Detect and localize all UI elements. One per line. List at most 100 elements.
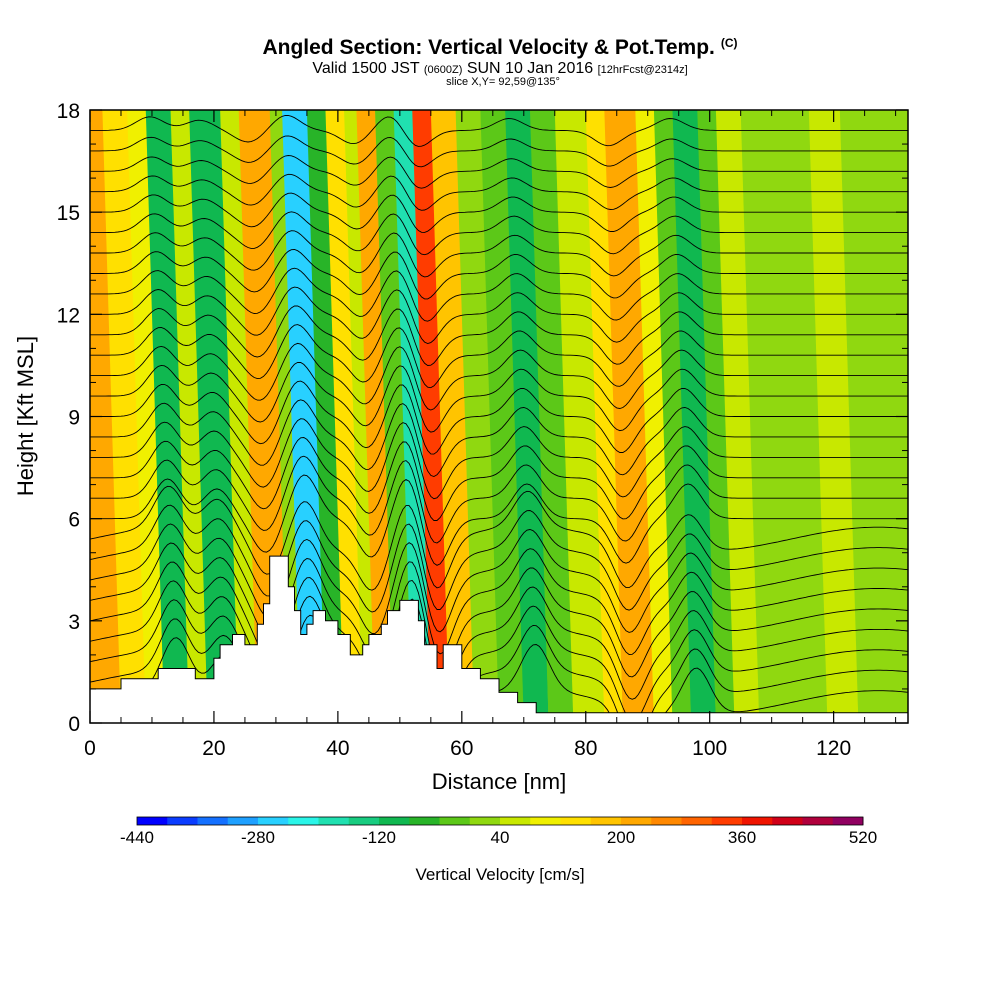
- velocity-band: [529, 110, 574, 723]
- x-tick-label: 80: [574, 737, 597, 760]
- velocity-band: [127, 110, 165, 723]
- x-tick-label: 20: [202, 737, 225, 760]
- colorbar-swatch: [500, 817, 531, 825]
- colorbar-swatch: [802, 817, 834, 825]
- colorbar-swatch: [137, 817, 168, 825]
- contour-line: [90, 580, 908, 700]
- colorbar-swatch: [590, 817, 622, 825]
- y-tick-label: 15: [57, 202, 80, 225]
- contour-line: [90, 418, 908, 500]
- x-tick-label: 120: [816, 737, 851, 760]
- contour-line: [90, 599, 908, 722]
- contour-line: [90, 211, 908, 256]
- colorbar-swatch: [318, 817, 350, 825]
- x-axis-label: Distance [nm]: [432, 769, 567, 794]
- contour-line: [90, 361, 908, 433]
- x-tick-label: 60: [450, 737, 473, 760]
- velocity-band: [344, 110, 376, 723]
- colorbar-swatch: [258, 817, 289, 825]
- y-tick-label: 9: [68, 407, 80, 430]
- contour-line: [90, 523, 908, 634]
- velocity-band: [505, 110, 549, 723]
- contour-line: [90, 286, 908, 344]
- velocity-band: [145, 110, 190, 723]
- colorbar-swatch: [409, 817, 440, 825]
- velocity-band: [635, 110, 673, 723]
- colorbar: -440 -280 -120 40 200 360 520: [120, 816, 877, 847]
- axes: 0 20 40 60 80 100 120 0 3 6 9 12 15 18: [57, 100, 908, 760]
- velocity-band: [306, 110, 345, 723]
- colorbar-frame: [136, 816, 864, 826]
- colorbar-swatch: [469, 817, 501, 825]
- colorbar-swatch: [772, 817, 803, 825]
- velocity-band: [697, 110, 735, 723]
- velocity-band: [325, 110, 363, 723]
- colorbar-swatch: [711, 817, 743, 825]
- x-tick-label: 40: [326, 737, 349, 760]
- colorbar-tick-label: 360: [728, 828, 756, 847]
- chart-title: Angled Section: Vertical Velocity & Pot.…: [262, 36, 738, 59]
- contour-line: [90, 267, 908, 322]
- colorbar-tick-label: -280: [241, 828, 275, 847]
- contour-line: [90, 474, 908, 566]
- colorbar-swatch: [439, 817, 471, 825]
- contour-line: [90, 542, 908, 656]
- contour-line: [90, 135, 908, 168]
- velocity-band: [282, 110, 326, 723]
- contour-line: [90, 173, 908, 211]
- contour-line: [90, 155, 908, 189]
- contour-line: [90, 618, 908, 723]
- velocity-band: [412, 110, 450, 723]
- theta-contours: [90, 115, 908, 723]
- contour-line: [90, 399, 908, 477]
- colorbar-tick-label: 40: [491, 828, 510, 847]
- contour-line: [90, 192, 908, 233]
- velocity-band: [393, 110, 431, 723]
- copyright-mark: (C): [720, 36, 738, 50]
- colorbar-tick-label: 200: [607, 828, 635, 847]
- velocity-band: [220, 110, 258, 723]
- contour-line: [90, 324, 908, 389]
- y-tick-label: 3: [68, 611, 80, 634]
- velocity-band: [585, 110, 623, 723]
- valid-time: Valid 1500 JST: [312, 60, 420, 77]
- contour-line: [90, 230, 908, 278]
- velocity-band: [480, 110, 524, 723]
- colorbar-swatch: [530, 817, 561, 825]
- colorbar-swatch: [167, 817, 198, 825]
- contour-line: [90, 249, 908, 300]
- colorbar-tick-label: -120: [362, 828, 396, 847]
- forecast-tag: [12hrFcst@2314z]: [597, 64, 688, 76]
- colorbar-swatch: [621, 817, 652, 825]
- y-tick-label: 12: [57, 304, 80, 327]
- velocity-band: [170, 110, 208, 723]
- contour-line: [90, 342, 908, 411]
- slice-info: slice X,Y= 92,59@135°: [446, 76, 560, 88]
- colorbar-swatch: [742, 817, 773, 825]
- colorbar-tick-label: -440: [120, 828, 154, 847]
- colorbar-swatch: [560, 817, 592, 825]
- contour-line: [90, 561, 908, 678]
- valid-utc: (0600Z): [423, 64, 463, 76]
- contour-line: [90, 380, 908, 455]
- contour-line: [90, 305, 908, 366]
- chart-subtitle: Valid 1500 JST (0600Z) SUN 10 Jan 2016 […: [0, 60, 1000, 78]
- colorbar-swatch: [651, 817, 682, 825]
- terrain: [90, 555, 908, 723]
- colorbar-tick-label: 520: [849, 828, 877, 847]
- colorbar-swatch: [348, 817, 380, 825]
- y-tick-label: 0: [68, 713, 80, 736]
- contour-line: [90, 504, 908, 613]
- contour-line: [90, 437, 908, 521]
- contour-line: [90, 455, 908, 544]
- colorbar-swatch: [832, 817, 864, 825]
- colorbar-label: Vertical Velocity [cm/s]: [415, 865, 584, 884]
- contour-line: [90, 485, 908, 591]
- contour-line: [90, 115, 908, 147]
- y-tick-label: 6: [68, 509, 80, 532]
- velocity-band: [269, 110, 301, 723]
- colorbar-swatch: [288, 817, 319, 825]
- y-tick-label: 18: [57, 100, 80, 123]
- y-axis-label: Height [Kft MSL]: [13, 336, 38, 496]
